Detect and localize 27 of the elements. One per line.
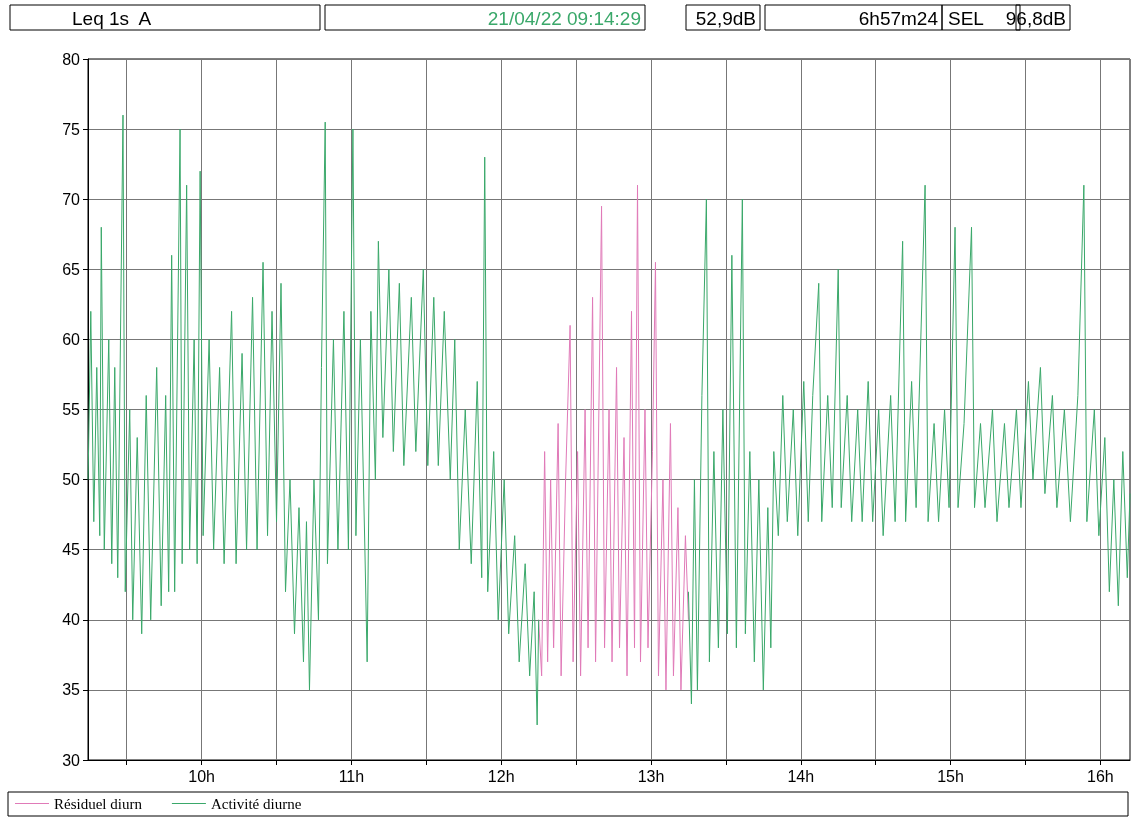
x-tick-label: 11h: [338, 767, 365, 785]
y-tick-label: 40: [62, 611, 81, 629]
text: 21/04/22 09:14:29: [487, 8, 642, 29]
text: 6h57m24: [858, 8, 939, 29]
y-tick-label: 45: [62, 541, 81, 559]
y-tick-label: 60: [62, 330, 81, 348]
chart-title: Leq 1s A: [72, 8, 152, 29]
y-tick-label: 65: [62, 260, 81, 278]
y-tick-label: 70: [62, 190, 81, 208]
line-series: [538, 184, 689, 691]
x-tick-label: 14h: [787, 767, 815, 785]
y-tick-label: 55: [62, 401, 81, 418]
legend-label: Résiduel diurn: [54, 795, 143, 812]
text: 96,8dB: [1005, 8, 1067, 29]
x-tick-label: 13h: [637, 767, 665, 785]
y-tick-label: 75: [62, 120, 81, 138]
legend-label: Activité diurne: [210, 795, 302, 812]
y-tick-label: 35: [62, 681, 81, 699]
y-tick-label: 30: [62, 751, 81, 769]
text: SEL: [948, 8, 984, 29]
x-tick-label: 16h: [1086, 767, 1114, 785]
x-tick-label: 12h: [487, 767, 515, 785]
x-tick-label: 10h: [188, 767, 215, 785]
y-tick-label: 80: [62, 50, 81, 68]
y-tick-label: 50: [62, 471, 81, 489]
text: 52,9dB: [695, 8, 757, 29]
x-tick-label: 15h: [937, 767, 964, 785]
